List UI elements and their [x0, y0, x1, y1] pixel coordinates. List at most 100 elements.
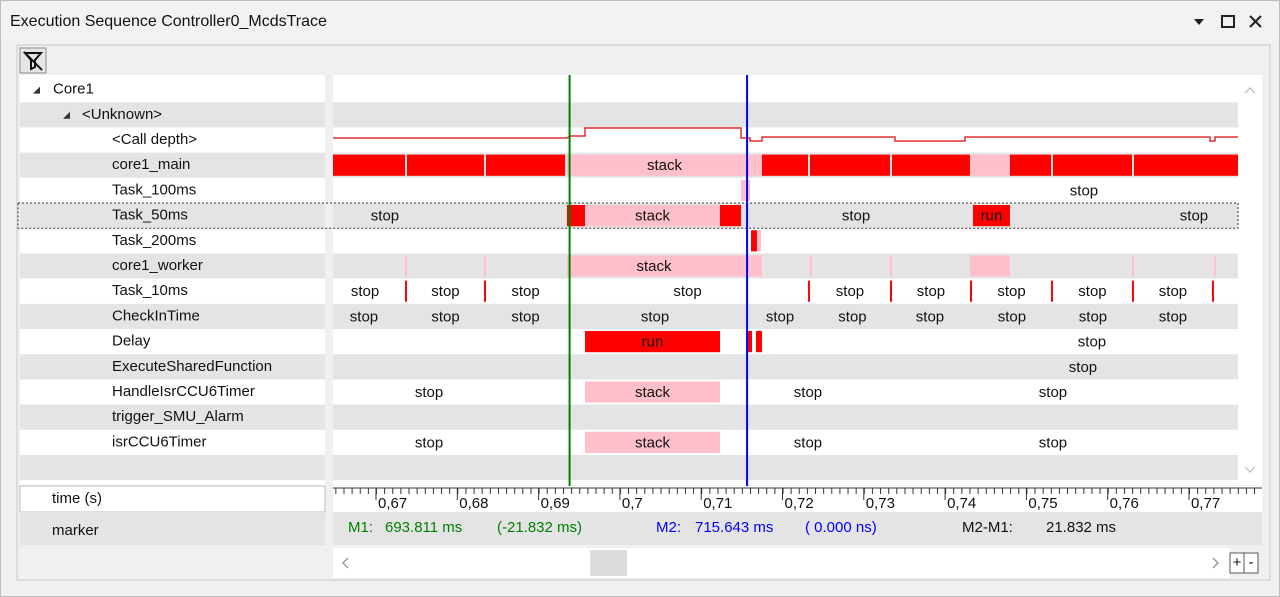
marker-bar — [333, 512, 1262, 545]
x-tick-label: 0,73 — [866, 495, 895, 512]
marker-value: 715.643 ms — [695, 519, 773, 536]
call-depth-line — [333, 127, 1238, 142]
row-stripe — [20, 253, 325, 279]
segment-label: stop — [350, 308, 378, 325]
segment-run — [809, 154, 890, 176]
x-tick-label: 0,76 — [1110, 495, 1139, 512]
segment-run — [755, 331, 763, 353]
tree-label: ExecuteSharedFunction — [112, 358, 272, 375]
segment-run — [969, 280, 972, 302]
row-stripe — [333, 303, 1238, 329]
close-button[interactable] — [1249, 15, 1262, 28]
segment-label: stack — [635, 208, 671, 225]
segment-label: stop — [794, 434, 822, 451]
row-stripe — [20, 404, 325, 430]
segment-label: stop — [1039, 434, 1067, 451]
x-tick-label: 0,68 — [459, 495, 488, 512]
zoom-out-button[interactable] — [1243, 552, 1259, 574]
segment-label: stop — [1069, 359, 1097, 376]
segment-stack — [969, 255, 1010, 277]
row-stripe — [333, 102, 1238, 128]
segment-label: stack — [647, 157, 683, 174]
tree-label: <Call depth> — [112, 131, 197, 148]
scroll-arrows[interactable] — [1244, 86, 1256, 474]
tree-label: Task_10ms — [112, 282, 188, 299]
expand-triangle — [33, 86, 40, 94]
tree-label: CheckInTime — [112, 307, 200, 324]
segment-run — [333, 154, 406, 176]
x-tick-label: 0,77 — [1191, 495, 1220, 512]
difference-value: 21.832 ms — [1046, 519, 1116, 536]
segment-label: stop — [415, 434, 443, 451]
segment-stack — [809, 255, 812, 277]
scroll-thumb[interactable] — [590, 550, 627, 576]
segment-label: stop — [1079, 308, 1107, 325]
marker-delta: (-21.832 ms) — [497, 519, 582, 536]
segment-run — [1052, 154, 1132, 176]
segment-label: stack — [635, 434, 671, 451]
segment-run — [889, 280, 892, 302]
segment-stack — [741, 179, 750, 201]
segment-stack — [566, 154, 763, 176]
markers: M1: 693.811 ms (-21.832 ms) M2: 715.643 ms ( … — [348, 75, 1116, 536]
segment-run — [406, 154, 484, 176]
maximize-button[interactable] — [1221, 15, 1235, 28]
segment-stack — [405, 255, 407, 277]
x-tick-label: 0,72 — [784, 495, 813, 512]
segment-run — [746, 331, 753, 353]
segment-run — [1131, 280, 1134, 302]
segment-stack — [1213, 255, 1216, 277]
tree-label: core1_main — [112, 156, 190, 173]
segment-label: stop — [916, 308, 944, 325]
horizontal-scrollbar[interactable] — [333, 548, 1230, 578]
row-stripe — [333, 354, 1238, 380]
segment-label: run — [981, 208, 1003, 225]
segment-run — [405, 280, 407, 302]
x-tick-label: 0,74 — [947, 495, 976, 512]
tree-label: HandleIsrCCU6Timer — [112, 383, 255, 400]
marker-row — [20, 512, 325, 545]
x-tick-label: 0,71 — [703, 495, 732, 512]
row-stripe — [333, 203, 1238, 229]
zoom-in[interactable]: + — [1233, 554, 1242, 571]
segment-run — [566, 205, 586, 227]
segment-label: stop — [1180, 208, 1208, 225]
segment-stack — [741, 255, 763, 277]
segment-label: stop — [511, 308, 539, 325]
row-stripe — [20, 102, 325, 128]
segment-label: stop — [1078, 334, 1106, 351]
row-stripe — [20, 455, 325, 481]
segment-label: stop — [836, 283, 864, 300]
row-stripe — [20, 354, 325, 380]
segment-run — [891, 154, 970, 176]
x-tick-label: 0,7 — [622, 495, 643, 512]
segment-stack — [566, 255, 742, 277]
vertical-scrollbar[interactable] — [1238, 75, 1262, 485]
segment-run — [751, 230, 757, 252]
axis: 0,67 0,68 0,69 0,7 0,71 0,72 0,73 0,74 0,75 0,76 0… — [375, 488, 1220, 512]
segment-label: stop — [673, 283, 701, 300]
row-stripe — [333, 404, 1238, 430]
marker-name: M2: — [656, 519, 681, 536]
menu-button[interactable] — [1194, 19, 1204, 25]
segment-label: stop — [641, 308, 669, 325]
segment-label: stop — [766, 308, 794, 325]
marker-value: 693.811 ms — [385, 519, 462, 536]
tree-label: core1_worker — [112, 257, 203, 274]
tree-label: isrCCU6Timer — [112, 433, 206, 450]
segment-label: stop — [794, 384, 822, 401]
x-tick-label: 0,69 — [541, 495, 570, 512]
x-tick-label: 0,75 — [1028, 495, 1057, 512]
scroll-chevrons[interactable] — [341, 557, 1220, 569]
expand-triangle — [63, 111, 70, 119]
tree-label: Task_200ms — [112, 232, 196, 249]
segment-label: stop — [371, 208, 399, 225]
segment-stack — [969, 154, 1010, 176]
title-bar — [1, 1, 1279, 43]
segment-run — [1051, 280, 1053, 302]
segment-label: stack — [635, 384, 671, 401]
segment-run — [762, 154, 809, 176]
zoom-out[interactable]: - — [1249, 554, 1254, 571]
